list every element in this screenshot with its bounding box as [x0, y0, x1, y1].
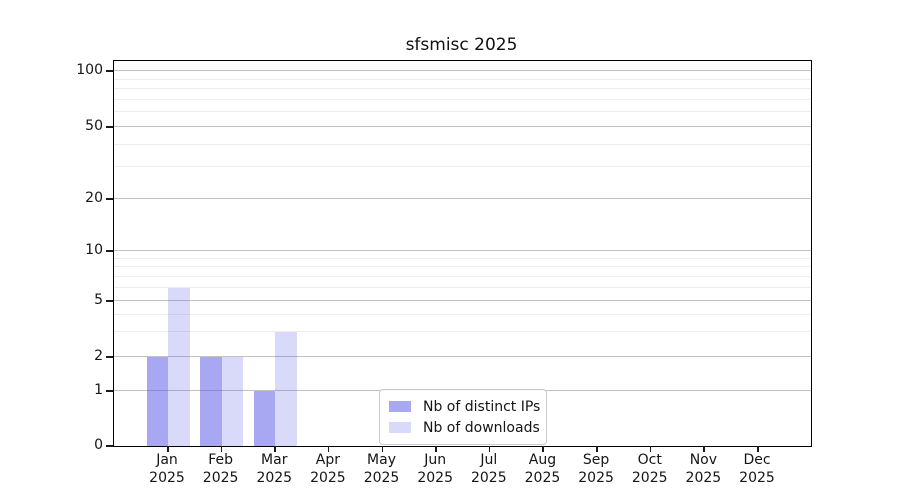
y-tick-label: 0: [94, 437, 103, 453]
y-tick-mark: [106, 250, 113, 252]
x-tick-mark: [327, 446, 330, 452]
y-gridline-minor: [114, 111, 811, 113]
x-tick-label: Sep 2025: [578, 452, 614, 486]
y-tick-mark: [106, 198, 113, 200]
bar-distinct-ips: [253, 391, 276, 446]
y-gridline-minor: [114, 143, 811, 145]
y-tick-mark: [106, 126, 113, 128]
y-tick-mark: [106, 390, 113, 392]
y-tick-label: 1: [94, 382, 103, 398]
bar-distinct-ips: [146, 357, 168, 446]
y-tick-label: 5: [94, 292, 103, 308]
x-tick-mark: [703, 446, 705, 452]
x-tick-label: Mar 2025: [256, 452, 293, 486]
x-tick-label: May 2025: [363, 452, 400, 486]
x-tick-label: Feb 2025: [202, 452, 239, 486]
y-gridline-minor: [114, 78, 811, 80]
y-gridline-major: [114, 70, 811, 71]
legend-label-distinct-ips: Nb of distinct IPs: [423, 398, 541, 415]
x-tick-mark: [757, 446, 759, 452]
x-tick-mark: [167, 446, 169, 452]
x-tick-mark: [542, 446, 544, 452]
y-gridline-minor: [114, 166, 811, 168]
bar-distinct-ips: [200, 357, 222, 446]
y-gridline-minor: [114, 286, 811, 288]
legend-label-downloads: Nb of downloads: [423, 419, 540, 436]
y-gridline-minor: [114, 275, 811, 277]
x-tick-mark: [649, 446, 652, 452]
legend-item-distinct-ips: Nb of distinct IPs: [389, 397, 541, 416]
y-gridline-minor: [114, 313, 811, 315]
y-gridline-major: [114, 356, 811, 357]
y-gridline-major: [114, 300, 811, 301]
y-gridline-major: [114, 126, 811, 127]
y-tick-mark: [106, 300, 113, 302]
x-tick-label: Jan 2025: [149, 452, 185, 486]
y-gridline-minor: [114, 98, 811, 100]
y-tick-label: 10: [85, 242, 103, 258]
x-tick-label: Dec 2025: [739, 452, 775, 486]
y-gridline-major: [114, 250, 811, 251]
x-tick-mark: [596, 446, 598, 452]
x-tick-label: Jun 2025: [417, 452, 453, 486]
y-tick-label: 2: [94, 348, 103, 364]
y-gridline-major: [114, 198, 811, 199]
y-tick-mark: [106, 445, 113, 447]
x-tick-mark: [220, 446, 223, 452]
x-tick-label: Aug 2025: [524, 452, 561, 486]
legend-item-downloads: Nb of downloads: [389, 418, 540, 437]
chart-title: sfsmisc 2025: [405, 35, 518, 55]
y-tick-mark: [106, 356, 113, 358]
legend: Nb of distinct IPs Nb of downloads: [379, 389, 547, 445]
x-tick-mark: [274, 446, 276, 452]
y-gridline-minor: [114, 331, 811, 333]
legend-swatch-distinct-ips: [389, 401, 411, 412]
y-gridline-minor: [114, 88, 811, 90]
y-gridline-minor: [114, 266, 811, 268]
y-tick-label: 20: [85, 190, 103, 206]
legend-swatch-downloads: [389, 422, 411, 433]
y-tick-mark: [106, 70, 113, 72]
bar-downloads: [168, 287, 190, 446]
x-tick-label: Apr 2025: [310, 452, 346, 486]
y-tick-label: 100: [76, 62, 103, 78]
y-tick-label: 50: [85, 118, 103, 134]
x-tick-mark: [381, 446, 384, 452]
x-tick-label: Oct 2025: [631, 452, 668, 486]
bar-downloads: [275, 332, 297, 446]
bar-downloads: [221, 357, 244, 446]
y-gridline-minor: [114, 257, 811, 259]
x-tick-mark: [488, 446, 491, 452]
x-tick-label: Nov 2025: [685, 452, 722, 486]
plot-area: Nb of distinct IPs Nb of downloads: [113, 60, 812, 447]
x-tick-mark: [435, 446, 437, 452]
x-tick-label: Jul 2025: [470, 452, 507, 486]
